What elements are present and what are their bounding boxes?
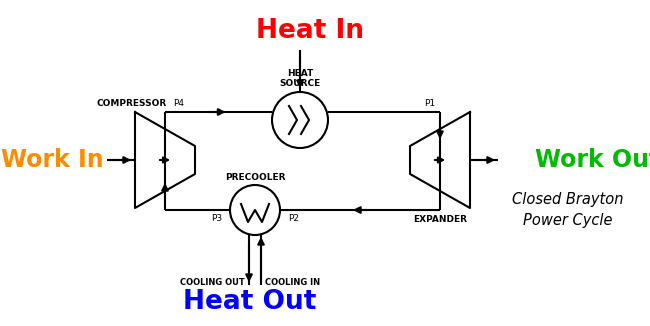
Text: Closed Brayton
Power Cycle: Closed Brayton Power Cycle bbox=[512, 192, 624, 228]
Text: EXPANDER: EXPANDER bbox=[413, 215, 467, 224]
Text: PRECOOLER: PRECOOLER bbox=[225, 173, 285, 182]
Text: COMPRESSOR: COMPRESSOR bbox=[97, 99, 167, 108]
Text: HEAT
SOURCE: HEAT SOURCE bbox=[280, 69, 320, 88]
Text: Heat Out: Heat Out bbox=[183, 289, 317, 315]
Text: P3: P3 bbox=[211, 214, 222, 223]
Text: COOLING IN: COOLING IN bbox=[265, 278, 320, 287]
Text: Heat In: Heat In bbox=[256, 18, 364, 44]
Text: Work In: Work In bbox=[1, 148, 103, 172]
Text: Work Out: Work Out bbox=[536, 148, 650, 172]
Text: P2: P2 bbox=[288, 214, 299, 223]
Text: P4: P4 bbox=[173, 99, 184, 108]
Text: COOLING OUT: COOLING OUT bbox=[180, 278, 245, 287]
Text: P1: P1 bbox=[424, 99, 435, 108]
